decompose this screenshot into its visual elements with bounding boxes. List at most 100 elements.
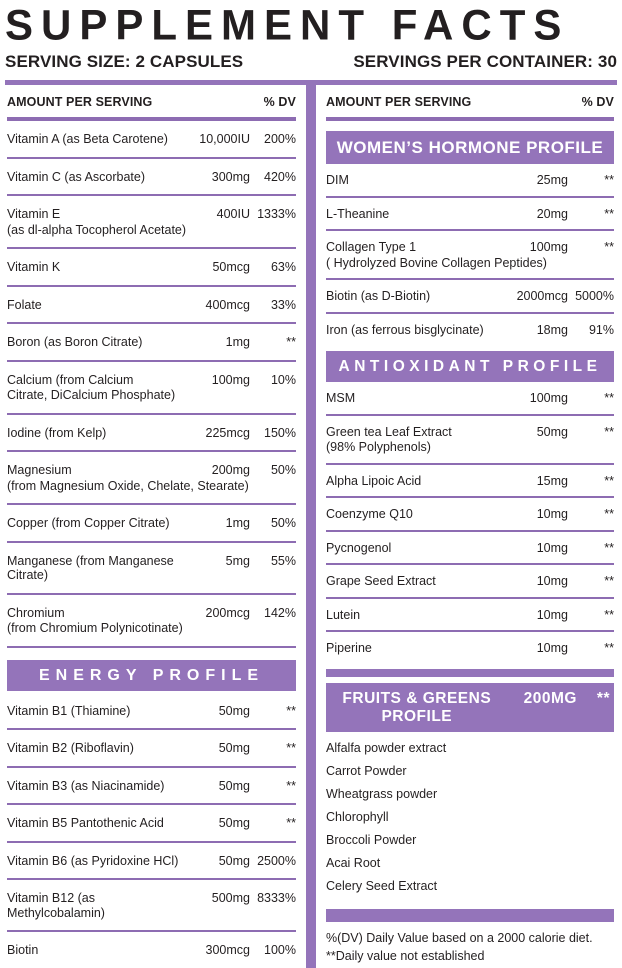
ingredient-amount: 50mcg [212, 260, 250, 274]
antioxidant-profile-section: MSM 100mg ** Green tea Leaf Extract 50mg… [326, 382, 614, 664]
ingredient-row: Vitamin B12 (as Methylcobalamin) 500mg 8… [7, 880, 296, 932]
ingredient-name: Vitamin B5 Pantothenic Acid [7, 816, 164, 830]
ingredient-amount: 50mg [218, 778, 250, 793]
ingredient-row: MSM 100mg ** [326, 382, 614, 416]
ingredient-dv: ** [286, 703, 296, 718]
ingredient-name: Pycnogenol [326, 540, 392, 555]
ingredient-name-subline: (98% Polyphenols) [326, 440, 431, 454]
ingredient-list-item: Chlorophyll [326, 810, 389, 824]
ingredient-name-subline: (from Chromium Polynicotinate) [7, 621, 183, 635]
ingredient-amount: 50mg [536, 424, 568, 439]
ingredient-dv: 33% [270, 297, 296, 312]
percent-dv-label: % DV [263, 95, 296, 109]
ingredient-row: Calcium (from Calcium 100mg 10% Citrate,… [7, 362, 296, 415]
ingredient-amount: 100mg [529, 240, 568, 254]
ingredient-row: Vitamin A (as Beta Carotene) 10,000IU 20… [7, 121, 296, 159]
ingredient-name: Vitamin E [7, 207, 61, 221]
ingredient-name: Biotin (as D-Biotin) [326, 289, 431, 303]
page-title: SUPPLEMENT FACTS [5, 0, 570, 49]
ingredient-dv: 55% [270, 553, 296, 568]
ingredient-name: Vitamin B3 (as Niacinamide) [7, 778, 165, 793]
ingredient-row: Iron (as ferrous bisglycinate) 18mg 91% [326, 314, 614, 346]
ingredient-row: Vitamin B6 (as Pyridoxine HCl) 50mg 2500… [7, 843, 296, 880]
ingredient-name: Chromium [7, 605, 65, 620]
ingredient-name: Calcium (from Calcium [7, 372, 134, 387]
ingredient-amount: 200mcg [205, 605, 250, 620]
ingredient-amount: 100mg [529, 391, 568, 405]
ingredient-name: Vitamin B2 (Riboflavin) [7, 741, 134, 755]
ingredient-amount: 300mcg [205, 943, 250, 957]
ingredient-name: Collagen Type 1 [326, 240, 417, 254]
ingredient-name: Grape Seed Extract [326, 574, 436, 588]
ingredient-name-subline: (from Magnesium Oxide, Chelate, Stearate… [7, 478, 249, 493]
servings-per-container-text: SERVINGS PER CONTAINER: 30 [353, 52, 617, 71]
footnote-not-established: **Daily value not established [326, 948, 485, 963]
ingredient-amount: 225mcg [205, 425, 250, 440]
ingredient-amount: 10mg [536, 574, 568, 588]
ingredient-name: Vitamin B12 (as Methylcobalamin) [7, 891, 105, 920]
ingredient-list-item: Acai Root [326, 856, 381, 870]
section-end-bar [326, 668, 614, 677]
ingredient-amount: 10mg [536, 641, 568, 655]
ingredient-amount: 50mg [218, 816, 250, 830]
ingredient-amount: 1mg [225, 335, 250, 349]
ingredient-amount: 1mg [225, 516, 250, 530]
ingredient-amount: 100mg [211, 372, 250, 387]
right-column-header: AMOUNT PER SERVING % DV [326, 85, 614, 121]
ingredient-row: Vitamin E 400IU 1333% (as dl-alpha Tocop… [7, 196, 296, 249]
ingredient-name: Manganese (from Manganese Citrate) [7, 553, 174, 583]
ingredient-amount: 50mg [218, 741, 250, 755]
ingredient-dv: ** [604, 240, 614, 254]
ingredient-dv: 5000% [575, 289, 614, 303]
ingredient-dv: 100% [264, 943, 296, 957]
ingredient-amount: 25mg [536, 173, 568, 187]
ingredient-dv: ** [604, 173, 614, 187]
ingredient-row: Folate 400mcg 33% [7, 287, 296, 324]
ingredient-amount: 200mg [211, 463, 250, 477]
ingredient-row: Vitamin B2 (Riboflavin) 50mg ** [7, 730, 296, 768]
ingredient-dv: ** [604, 424, 614, 439]
ingredient-dv: ** [604, 206, 614, 221]
fruits-greens-dv: ** [596, 689, 610, 707]
ingredient-dv: ** [604, 391, 614, 405]
ingredient-list-item: Alfalfa powder extract [326, 741, 447, 755]
ingredient-amount: 15mg [536, 473, 568, 488]
amount-per-serving-label: AMOUNT PER SERVING [326, 95, 472, 109]
ingredient-amount: 2000mcg [516, 289, 568, 303]
ingredient-dv: ** [604, 473, 614, 488]
ingredient-name: Coenzyme Q10 [326, 507, 413, 521]
ingredient-list-item: Wheatgrass powder [326, 787, 438, 801]
ingredient-name: Boron (as Boron Citrate) [7, 335, 143, 349]
left-column: AMOUNT PER SERVING % DV Vitamin A (as Be… [0, 85, 306, 968]
ingredient-amount: 18mg [536, 322, 568, 337]
energy-profile-section: Vitamin B1 (Thiamine) 50mg ** Vitamin B2… [7, 693, 296, 968]
ingredient-dv: 63% [270, 260, 296, 274]
facts-columns: AMOUNT PER SERVING % DV Vitamin A (as Be… [0, 85, 622, 968]
ingredient-dv: 2500% [257, 853, 296, 868]
serving-size-text: SERVING SIZE: 2 CAPSULES [5, 52, 244, 71]
ingredient-name: Vitamin K [7, 260, 61, 274]
ingredient-name-subline: (as dl-alpha Tocopherol Acetate) [7, 222, 187, 237]
ingredient-name: Magnesium [7, 463, 72, 477]
ingredient-row: Vitamin K 50mcg 63% [7, 249, 296, 287]
ingredient-row: Green tea Leaf Extract 50mg ** (98% Poly… [326, 416, 614, 465]
ingredient-name-subline: ( Hydrolyzed Bovine Collagen Peptides) [326, 255, 547, 270]
ingredient-row: DIM 25mg ** [326, 164, 614, 198]
ingredient-list-item: Broccoli Powder [326, 833, 417, 847]
ingredient-row: Pycnogenol 10mg ** [326, 532, 614, 565]
ingredient-row: Chromium 200mcg 142% (from Chromium Poly… [7, 595, 296, 648]
vitamins-minerals-section: Vitamin A (as Beta Carotene) 10,000IU 20… [7, 121, 296, 648]
ingredient-dv: 10% [270, 372, 296, 387]
ingredient-name: Copper (from Copper Citrate) [7, 516, 170, 530]
top-divider-rule [5, 80, 617, 85]
ingredient-dv: 150% [264, 425, 296, 440]
column-divider [306, 85, 316, 968]
ingredient-dv: ** [286, 741, 296, 755]
ingredient-name: Folate [7, 297, 42, 312]
ingredient-dv: 420% [264, 169, 296, 184]
ingredient-name: Iron (as ferrous bisglycinate) [326, 322, 484, 337]
ingredient-name: Piperine [326, 641, 372, 655]
ingredient-row: Coenzyme Q10 10mg ** [326, 498, 614, 532]
fruits-greens-title: FRUITS & GREENS PROFILE [342, 689, 492, 725]
ingredient-dv: 50% [270, 516, 296, 530]
